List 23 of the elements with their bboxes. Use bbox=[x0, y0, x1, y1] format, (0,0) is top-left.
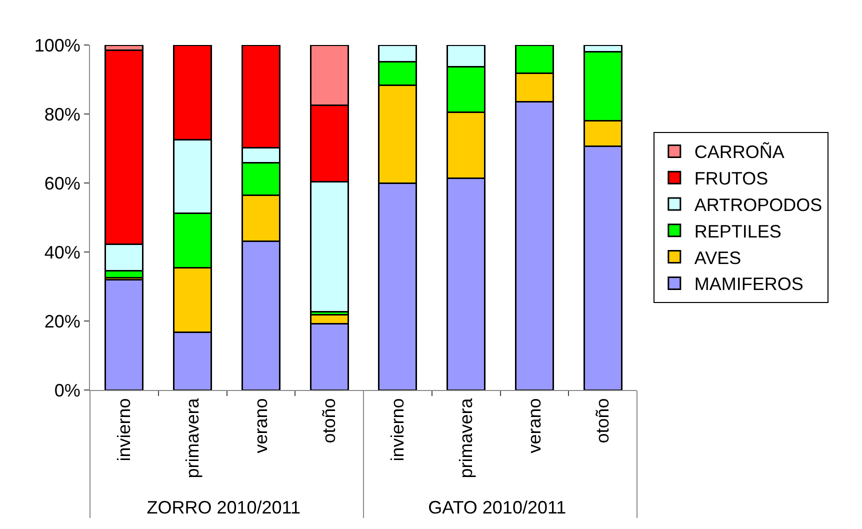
y-tick-label: 0% bbox=[54, 380, 80, 400]
x-tick-label: invierno bbox=[114, 398, 134, 462]
x-tick-label: primavera bbox=[456, 397, 476, 478]
y-tick-label: 20% bbox=[44, 311, 80, 332]
y-tick-label: 60% bbox=[44, 173, 80, 194]
text: GATO 2010/2011 bbox=[428, 498, 566, 518]
x-tick-label: verano bbox=[524, 398, 544, 454]
x-tick-label: verano bbox=[250, 398, 271, 454]
x-tick-label: invierno bbox=[388, 398, 408, 462]
y-tick-label: 40% bbox=[44, 242, 80, 262]
x-tick-label: otoño bbox=[592, 398, 613, 444]
y-tick-label: 100% bbox=[34, 35, 80, 56]
x-tick-label: primavera bbox=[182, 397, 202, 478]
text: ZORRO 2010/2011 bbox=[146, 498, 300, 518]
x-tick-label: otoño bbox=[319, 398, 340, 444]
legend-label: REPTILES bbox=[694, 221, 782, 242]
legend-label: AVES bbox=[694, 248, 742, 268]
y-tick-label: 80% bbox=[44, 104, 80, 124]
legend-label: ARTROPODOS bbox=[694, 195, 822, 216]
legend-label: CARROÑA bbox=[694, 142, 784, 162]
legend-label: FRUTOS bbox=[694, 168, 768, 189]
legend-label: MAMIFEROS bbox=[694, 274, 804, 294]
bar bbox=[104, 278, 144, 390]
